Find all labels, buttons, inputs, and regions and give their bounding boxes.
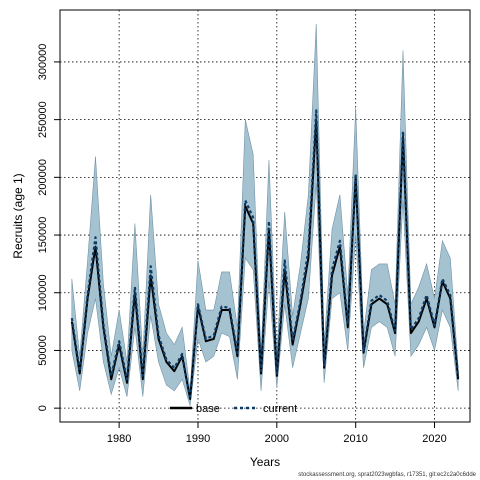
footer-credit: stockassessment.org, sprat2023wgbfas, r1…: [298, 472, 476, 478]
x-tick-label: 1990: [186, 433, 210, 445]
series-line-current: [70, 109, 460, 401]
y-tick-label: 0: [37, 405, 49, 411]
y-tick-label: 200000: [37, 159, 49, 196]
x-tick-label: 1980: [107, 433, 131, 445]
grid-lines: [60, 10, 470, 422]
y-tick-label: 300000: [37, 44, 49, 81]
series-lines: [70, 109, 460, 401]
legend-label-current: current: [263, 403, 297, 415]
x-axis: 1980 1990 2000 2010 2020: [107, 421, 447, 445]
y-tick-label: 100000: [37, 274, 49, 311]
y-tick-label: 250000: [37, 101, 49, 138]
x-axis-title: Years: [250, 455, 280, 469]
legend: base current: [170, 403, 297, 415]
x-tick-label: 2000: [265, 433, 289, 445]
x-tick-label: 2010: [343, 433, 367, 445]
legend-label-base: base: [196, 403, 220, 415]
x-tick-label: 2020: [422, 433, 446, 445]
y-tick-label: 50000: [37, 335, 49, 366]
y-axis-title: Recruits (age 1): [11, 173, 25, 258]
y-axis: 0 50000 100000 150000 200000 250000 300000: [37, 44, 60, 411]
y-tick-label: 150000: [37, 217, 49, 254]
